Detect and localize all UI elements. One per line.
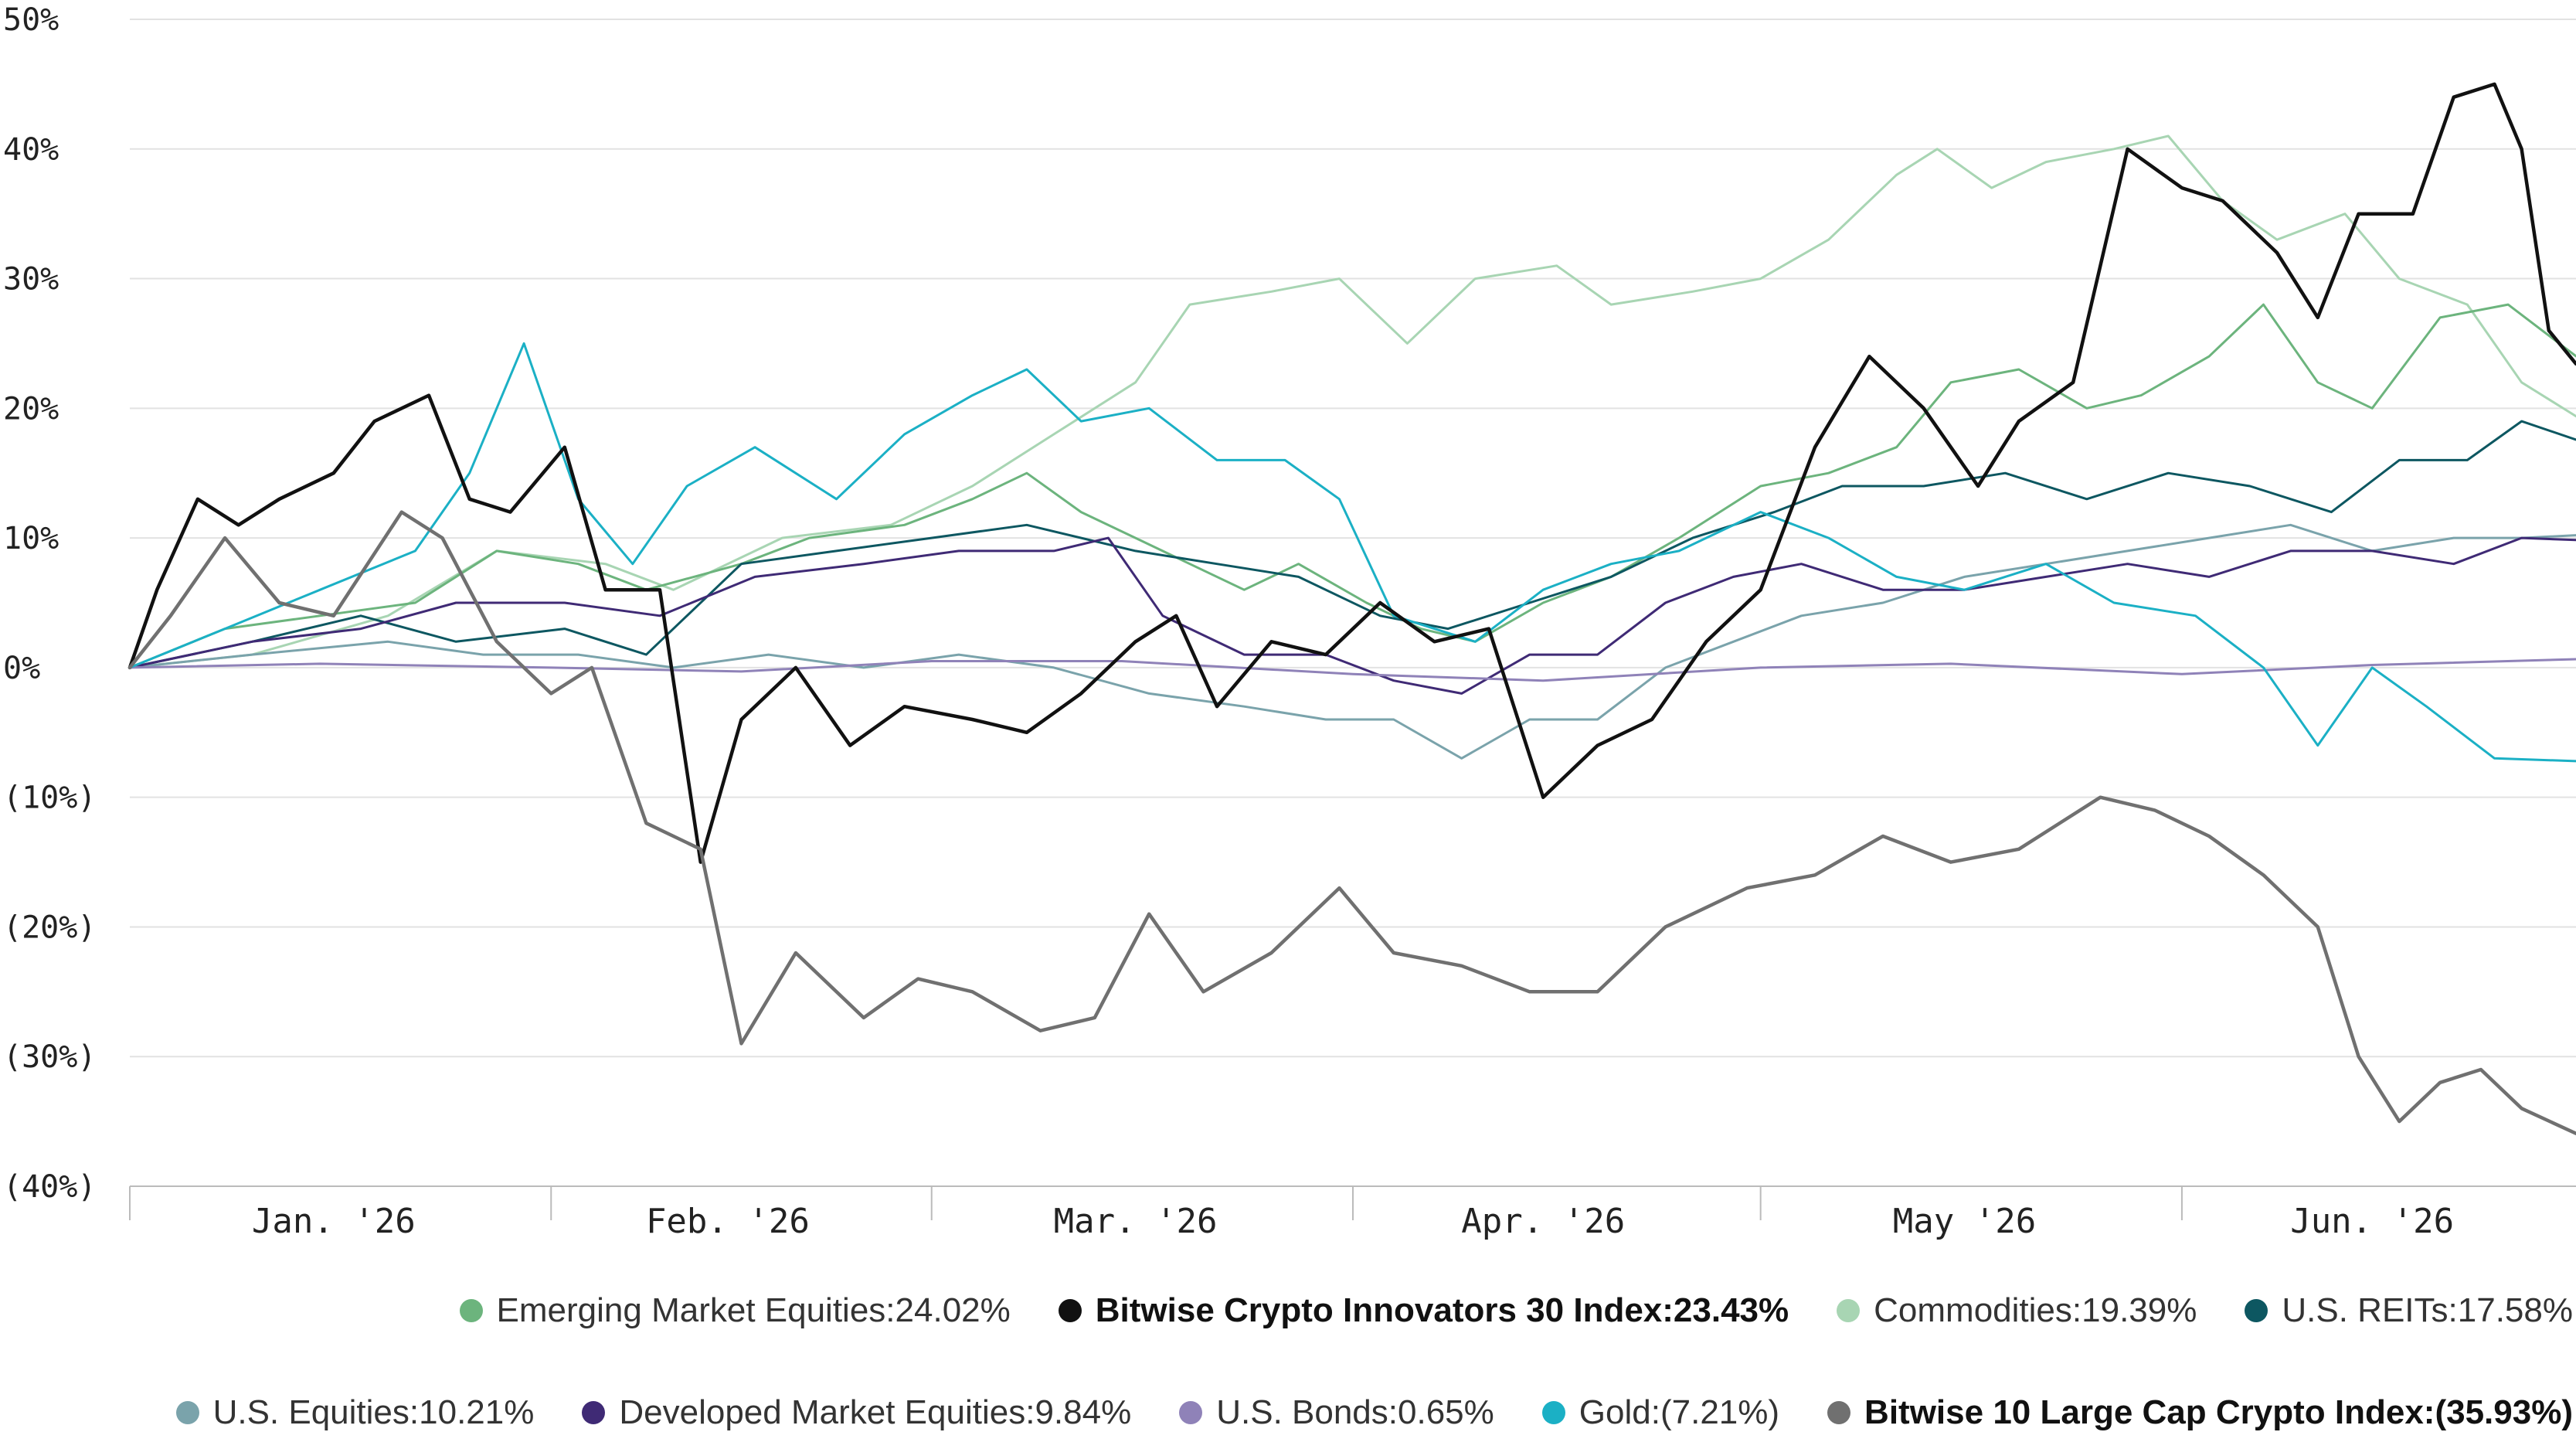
- legend-row-2: U.S. Equities: 10.21% Developed Market Eq…: [0, 1388, 2576, 1437]
- series-line-1: [128, 303, 2576, 669]
- legend-series-name: U.S. REITs: [2282, 1291, 2449, 1329]
- x-tick-label: Apr. '26: [1461, 1202, 1625, 1241]
- series-line-8: [127, 510, 2576, 1135]
- legend-separator: :: [1388, 1393, 1398, 1431]
- legend-series-value: 10.21%: [419, 1393, 535, 1431]
- legend-series-name: Bitwise 10 Large Cap Crypto Index: [1864, 1393, 2424, 1431]
- series-line-5: [128, 658, 2576, 682]
- legend-separator: :: [2448, 1291, 2458, 1329]
- legend-series-name: U.S. Bonds: [1216, 1393, 1388, 1431]
- legend-series-value: (7.21%): [1660, 1393, 1780, 1431]
- legend-series-value: 23.43%: [1673, 1291, 1789, 1329]
- legend-item: U.S. REITs: 17.58%: [2245, 1291, 2573, 1330]
- legend-series-value: 17.58%: [2457, 1291, 2573, 1329]
- series-line-0: [128, 134, 2576, 669]
- legend-item: Bitwise 10 Large Cap Crypto Index: (35.9…: [1827, 1393, 2573, 1432]
- legend-dot-icon: [1179, 1401, 1203, 1424]
- x-tick-label: Feb. '26: [646, 1202, 810, 1241]
- x-tick-label: Jun. '26: [2290, 1202, 2454, 1241]
- y-tick-label: (30%): [3, 1039, 96, 1075]
- y-tick-label: 30%: [3, 262, 59, 298]
- legend-series-name: U.S. Equities: [212, 1393, 410, 1431]
- legend-series-value: 24.02%: [895, 1291, 1011, 1329]
- legend-row-1: Emerging Market Equities: 24.02% Bitwise …: [0, 1286, 2576, 1335]
- x-tick-label: Mar. '26: [1054, 1202, 1218, 1241]
- legend-dot-icon: [2245, 1299, 2268, 1322]
- legend-dot-icon: [1058, 1299, 1082, 1322]
- legend-series-value: 19.39%: [2082, 1291, 2197, 1329]
- series-line-3: [128, 523, 2576, 760]
- legend-separator: :: [2071, 1291, 2082, 1329]
- legend-series-name: Bitwise Crypto Innovators 30 Index: [1095, 1291, 1663, 1329]
- legend-item: Commodities: 19.39%: [1837, 1291, 2197, 1330]
- y-tick-label: 0%: [3, 651, 40, 686]
- legend-series-value: 0.65%: [1398, 1393, 1494, 1431]
- y-tick-label: (40%): [3, 1169, 96, 1205]
- series-lines: [127, 82, 2576, 1135]
- legend-item: U.S. Equities: 10.21%: [175, 1393, 535, 1432]
- series-line-2: [128, 420, 2576, 669]
- legend-item: U.S. Bonds: 0.65%: [1179, 1393, 1494, 1432]
- x-tick-label: Jan. '26: [252, 1202, 416, 1241]
- series-line-4: [128, 536, 2576, 695]
- legend-dot-icon: [175, 1401, 199, 1424]
- legend-separator: :: [1025, 1393, 1035, 1431]
- legend-dot-icon: [1827, 1401, 1851, 1424]
- legend-series-value: (35.93%): [2435, 1393, 2573, 1431]
- legend-series-name: Commodities: [1874, 1291, 2072, 1329]
- y-axis-ticks: 50% 40% 30% 20% 10% 0% (10%) (20%) (30%) (40%): [3, 2, 96, 1205]
- x-axis: Jan. '26 Feb. '26 Mar. '26 Apr. '26 May '26 J…: [129, 1185, 2576, 1241]
- legend-separator: :: [885, 1291, 895, 1329]
- y-tick-label: 20%: [3, 391, 59, 427]
- legend-item: Developed Market Equities: 9.84%: [582, 1393, 1131, 1432]
- legend-series-value: 9.84%: [1035, 1393, 1132, 1431]
- legend-series-name: Emerging Market Equities: [496, 1291, 886, 1329]
- legend-dot-icon: [582, 1401, 606, 1424]
- legend-separator: :: [2423, 1393, 2435, 1431]
- legend-dot-icon: [1541, 1401, 1565, 1424]
- legend-dot-icon: [459, 1299, 483, 1322]
- legend-separator: :: [409, 1393, 420, 1431]
- y-tick-label: (20%): [3, 910, 96, 945]
- line-chart: 50% 40% 30% 20% 10% 0% (10%) (20%) (30%) (40%) Ja…: [3, 2, 2576, 1241]
- legend-dot-icon: [1837, 1299, 1861, 1322]
- legend-item: Gold: (7.21%): [1541, 1393, 1780, 1432]
- legend-separator: :: [1650, 1393, 1660, 1431]
- legend-series-name: Gold: [1579, 1393, 1651, 1431]
- legend-item: Emerging Market Equities: 24.02%: [459, 1291, 1011, 1330]
- y-tick-label: (10%): [3, 781, 96, 816]
- series-line-7: [127, 82, 2576, 864]
- y-tick-label: 40%: [3, 132, 59, 168]
- legend-separator: :: [1662, 1291, 1674, 1329]
- y-tick-label: 10%: [3, 521, 59, 556]
- legend-item: Bitwise Crypto Innovators 30 Index: 23.4…: [1058, 1291, 1789, 1330]
- legend-series-name: Developed Market Equities: [619, 1393, 1026, 1431]
- y-tick-label: 50%: [3, 2, 59, 38]
- x-tick-label: May '26: [1893, 1202, 2036, 1241]
